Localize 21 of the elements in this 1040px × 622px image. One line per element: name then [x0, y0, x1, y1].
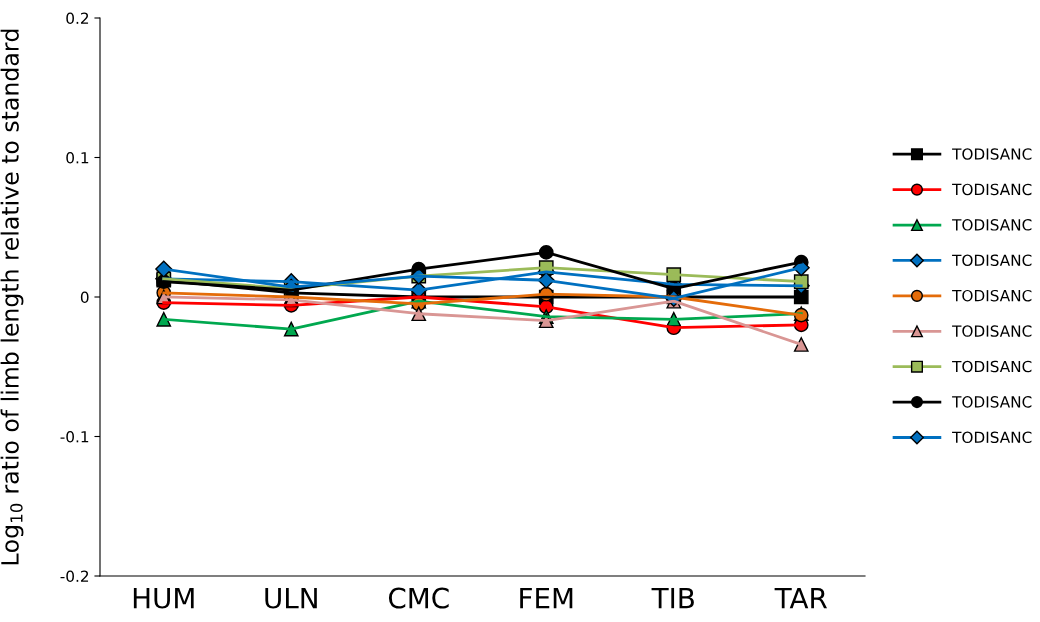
y-axis-title: Log$_{10}$ ratio of limb length relative to standard [0, 29, 24, 565]
y-tick-label: -0.1 [60, 430, 89, 443]
legend-label: TODISANC [952, 183, 1032, 196]
y-tick-label: 0 [80, 291, 89, 304]
legend-label: TODISANC [952, 396, 1032, 408]
y-tick-label: 0.2 [66, 12, 89, 25]
legend-label: TODISANC [952, 325, 1032, 337]
legend-label: TODISANC [952, 431, 1032, 444]
y-tick-label: 0.1 [66, 151, 89, 164]
x-tick-label: FEM [520, 587, 573, 609]
legend-label: TODISANC [952, 289, 1032, 302]
legend-label: TODISANC [952, 219, 1032, 231]
legend-label: TODISANC [952, 360, 1032, 373]
legend-label: TODISANC [952, 254, 1032, 267]
y-tick-label: -0.2 [60, 570, 89, 583]
x-tick-label: TAR [774, 587, 828, 609]
legend-label: TODISANC [952, 148, 1032, 160]
x-tick-label: HUM [133, 587, 194, 609]
x-tick-label: CMC [388, 587, 449, 609]
x-tick-label: TIB [651, 587, 694, 609]
x-tick-label: ULN [265, 587, 317, 609]
